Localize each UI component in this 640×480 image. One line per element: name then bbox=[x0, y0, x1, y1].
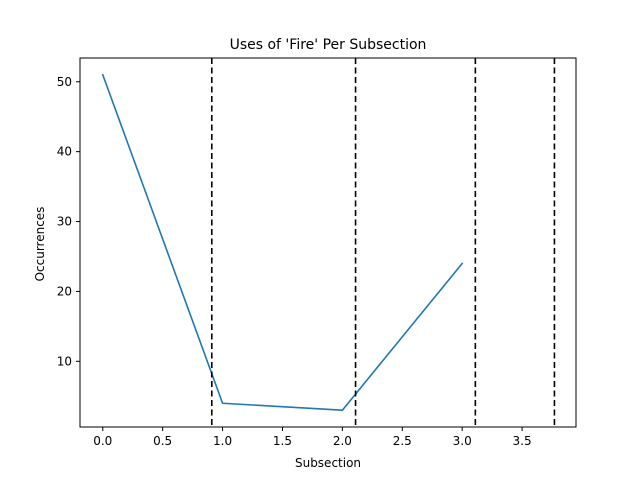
y-axis-label: Occurrences bbox=[33, 207, 47, 282]
axes: 0.0 0.5 1.0 1.5 2.0 2.5 3.0 3.5 10 20 30 40 50 bbox=[57, 57, 577, 448]
axes-frame bbox=[79, 57, 577, 428]
x-tick-label: 1.0 bbox=[213, 434, 232, 448]
x-tick-label: 0.5 bbox=[153, 434, 172, 448]
x-tick-label: 1.5 bbox=[273, 434, 292, 448]
y-tick-label: 40 bbox=[57, 145, 72, 159]
x-tick-label: 2.5 bbox=[393, 434, 412, 448]
y-tick-label: 10 bbox=[57, 354, 72, 368]
y-tick-label: 30 bbox=[57, 215, 72, 229]
plot-contents bbox=[101, 58, 556, 427]
plot-area bbox=[101, 58, 556, 427]
chart-title: Uses of 'Fire' Per Subsection bbox=[230, 37, 427, 53]
x-tick-label: 3.5 bbox=[513, 434, 532, 448]
x-tick-label: 0.0 bbox=[93, 434, 112, 448]
x-tick-label: 3.0 bbox=[453, 434, 472, 448]
x-tick-label: 2.0 bbox=[333, 434, 352, 448]
y-tick-label: 20 bbox=[57, 284, 72, 298]
y-tick-label: 50 bbox=[57, 75, 72, 89]
series-line-0 bbox=[101, 73, 464, 412]
x-axis-label: Subsection bbox=[295, 456, 361, 470]
